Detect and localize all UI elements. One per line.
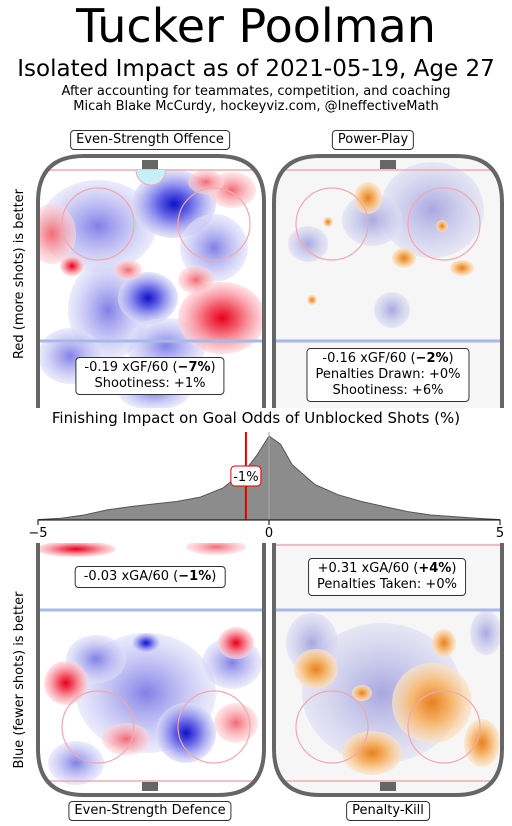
- finishing-chart-title: Finishing Impact on Goal Odds of Unblock…: [51, 409, 461, 427]
- penalty-kill-xg-pct: +4%: [418, 561, 452, 576]
- penalty-kill-xg-value: +0.31 xGA/60 (: [317, 561, 419, 576]
- ev-defence-xg-pct: −1%: [178, 569, 212, 584]
- player-marker-label-box: [230, 465, 262, 487]
- x-tick-label: 5: [496, 526, 504, 541]
- penalty-kill-xg-close: ): [451, 561, 457, 576]
- ev-offence-xg-close: ): [210, 360, 216, 375]
- impact-subtitle: Isolated Impact as of 2021-05-19, Age 27: [17, 56, 495, 82]
- power-play-shootiness: Shootiness: +6%: [332, 383, 444, 398]
- player-name-title: Tucker Poolman: [76, 0, 436, 53]
- ev-offence-stats: -0.19 xGF/60 (−7%) Shootiness: +1%: [75, 357, 225, 395]
- ev-defence-rink: [36, 543, 266, 797]
- x-tick-label: 0: [265, 526, 273, 541]
- ev-defence-xg-close: ): [211, 569, 217, 584]
- ev-offence-title: Even-Strength Offence: [70, 130, 230, 150]
- ev-defence-title: Even-Strength Defence: [68, 801, 232, 821]
- power-play-penalties-drawn: Penalties Drawn: +0%: [315, 367, 461, 382]
- ev-offence-rink: [36, 154, 266, 408]
- player-marker-label: -1%: [233, 470, 258, 485]
- power-play-stats: -0.16 xGF/60 (−2%) Penalties Drawn: +0% …: [306, 348, 470, 402]
- side-label-top: Red (more shots) is better: [12, 188, 27, 360]
- credit-line-2: Micah Blake McCurdy, hockeyviz.com, @Ine…: [73, 99, 439, 114]
- ev-offence-xg-pct: −7%: [177, 360, 211, 375]
- side-label-bottom: Blue (fewer shots) is better: [12, 591, 27, 769]
- finishing-density-chart: -1% −5 0 5: [28, 432, 504, 541]
- power-play-xg-line: -0.16 xGF/60 (−2%): [315, 351, 460, 367]
- ev-defence-xg-line: -0.03 xGA/60 (−1%): [84, 569, 217, 585]
- ev-defence-stats: -0.03 xGA/60 (−1%): [74, 566, 226, 588]
- penalty-kill-xg-line: +0.31 xGA/60 (+4%): [317, 561, 457, 577]
- power-play-title: Power-Play: [331, 130, 415, 150]
- penalty-kill-penalties-taken: Penalties Taken: +0%: [317, 577, 457, 592]
- ev-defence-xg-value: -0.03 xGA/60 (: [83, 569, 179, 584]
- credit-line-1: After accounting for teammates, competit…: [61, 84, 451, 99]
- ev-offence-xg-line: -0.19 xGF/60 (−7%): [84, 360, 215, 376]
- power-play-xg-close: ): [448, 351, 454, 366]
- ev-offence-shootiness: Shootiness: +1%: [94, 376, 206, 391]
- power-play-xg-pct: −2%: [415, 351, 449, 366]
- ev-offence-xg-value: -0.19 xGF/60 (: [84, 360, 178, 375]
- penalty-kill-stats: +0.31 xGA/60 (+4%) Penalties Taken: +0%: [308, 558, 466, 596]
- x-tick-label: −5: [28, 526, 47, 541]
- power-play-xg-value: -0.16 xGF/60 (: [322, 351, 416, 366]
- penalty-kill-title: Penalty-Kill: [346, 801, 430, 821]
